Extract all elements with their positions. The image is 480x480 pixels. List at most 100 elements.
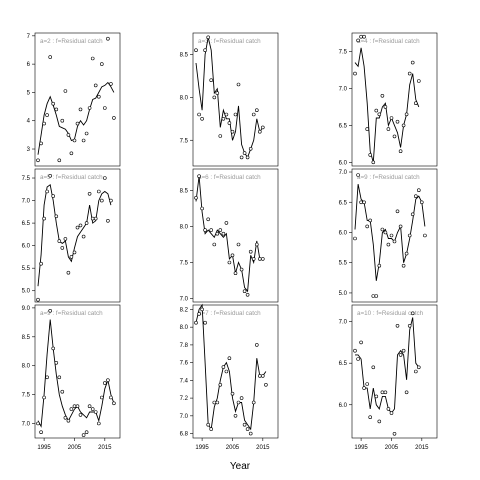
data-point [251, 257, 256, 261]
data-point [413, 369, 418, 374]
y-tick-label: 7.6 [180, 361, 189, 367]
data-point [87, 404, 92, 409]
data-point [380, 94, 385, 98]
x-axis-label: Year [230, 461, 251, 472]
y-tick-label: 7.0 [339, 170, 348, 176]
data-point [42, 216, 46, 221]
data-point [60, 246, 65, 250]
data-point [218, 382, 223, 387]
panel-label: a=4 : f=Residual catch [357, 38, 420, 45]
data-point [254, 242, 259, 247]
data-point [221, 365, 226, 369]
y-tick-label: 7.5 [180, 138, 189, 144]
x-tick-label: 1995 [195, 445, 209, 451]
data-point [371, 160, 376, 165]
data-point [359, 200, 363, 205]
data-point [106, 36, 110, 41]
data-point [416, 79, 421, 83]
data-point [215, 231, 220, 236]
data-point [45, 113, 49, 117]
data-point [78, 107, 83, 112]
data-point [401, 263, 406, 268]
panel-frame [351, 168, 438, 303]
panel-5: a=6 : f=Residual catch 7.0 7.5 8.0 8.5 [180, 168, 279, 302]
data-point [203, 228, 207, 232]
data-point [112, 401, 116, 406]
data-point [97, 189, 101, 194]
data-point [97, 94, 101, 99]
data-point [254, 108, 259, 112]
data-point [66, 418, 71, 423]
data-point [416, 188, 421, 192]
data-point [212, 400, 217, 405]
data-point [398, 353, 403, 357]
data-point [395, 323, 400, 328]
data-point [389, 116, 394, 120]
data-point [260, 125, 265, 130]
data-point [392, 239, 397, 244]
data-point [48, 55, 53, 59]
data-point [386, 407, 391, 411]
panel-label: a=6 : f=Residual catch [198, 174, 261, 181]
data-point [93, 216, 98, 221]
data-point [72, 404, 77, 409]
y-tick-label: 6.0 [339, 230, 348, 236]
y-tick-label: 5.0 [22, 289, 31, 295]
y-tick-label: 7.5 [22, 176, 31, 182]
data-point [383, 105, 388, 109]
data-point [103, 381, 107, 385]
x-tick-label: 2015 [256, 445, 270, 451]
data-point [227, 260, 232, 265]
data-point [221, 231, 226, 236]
data-point [245, 292, 250, 297]
data-point [63, 237, 68, 241]
x-tick-label: 2015 [415, 445, 429, 451]
data-point [87, 192, 92, 196]
data-point [36, 158, 40, 163]
data-point [197, 174, 201, 178]
panel-frame [192, 304, 279, 439]
y-tick-label: 6.0 [339, 160, 348, 166]
panel-label: a=9 : f=Residual catch [40, 310, 103, 317]
data-point [42, 395, 46, 400]
data-point [242, 151, 247, 155]
y-tick-label: 6 [27, 62, 31, 68]
data-point [69, 255, 74, 259]
y-tick-label: 7.0 [180, 296, 189, 302]
data-point [194, 196, 198, 200]
data-point [206, 217, 210, 222]
data-point [106, 219, 110, 223]
data-point [227, 356, 232, 361]
data-point [39, 261, 43, 266]
data-point [54, 360, 59, 365]
data-point [221, 117, 226, 121]
data-point [392, 134, 397, 139]
y-tick-label: 7.8 [180, 343, 189, 349]
data-point [236, 82, 241, 87]
data-point [97, 421, 101, 426]
y-tick-label: 7.2 [180, 396, 189, 402]
data-point [60, 389, 65, 394]
data-point [407, 323, 412, 328]
data-point [398, 224, 403, 229]
data-point [93, 410, 98, 414]
data-point [233, 112, 238, 117]
data-point [224, 112, 229, 117]
panel-label: a=9 : f=Residual catch [357, 174, 420, 181]
data-point [359, 34, 363, 39]
y-tick-label: 6.0 [22, 244, 31, 250]
y-tick-label: 8.0 [180, 225, 189, 231]
data-point [419, 200, 424, 205]
data-point [368, 218, 373, 223]
data-point [109, 82, 113, 86]
data-point [423, 233, 427, 238]
data-point [407, 71, 412, 76]
data-point [203, 48, 207, 53]
panel-frame [34, 32, 121, 167]
data-point [93, 83, 98, 88]
data-point [218, 228, 223, 232]
y-tick-label: 5 [27, 90, 31, 96]
data-point [410, 212, 415, 217]
data-point [264, 382, 268, 387]
